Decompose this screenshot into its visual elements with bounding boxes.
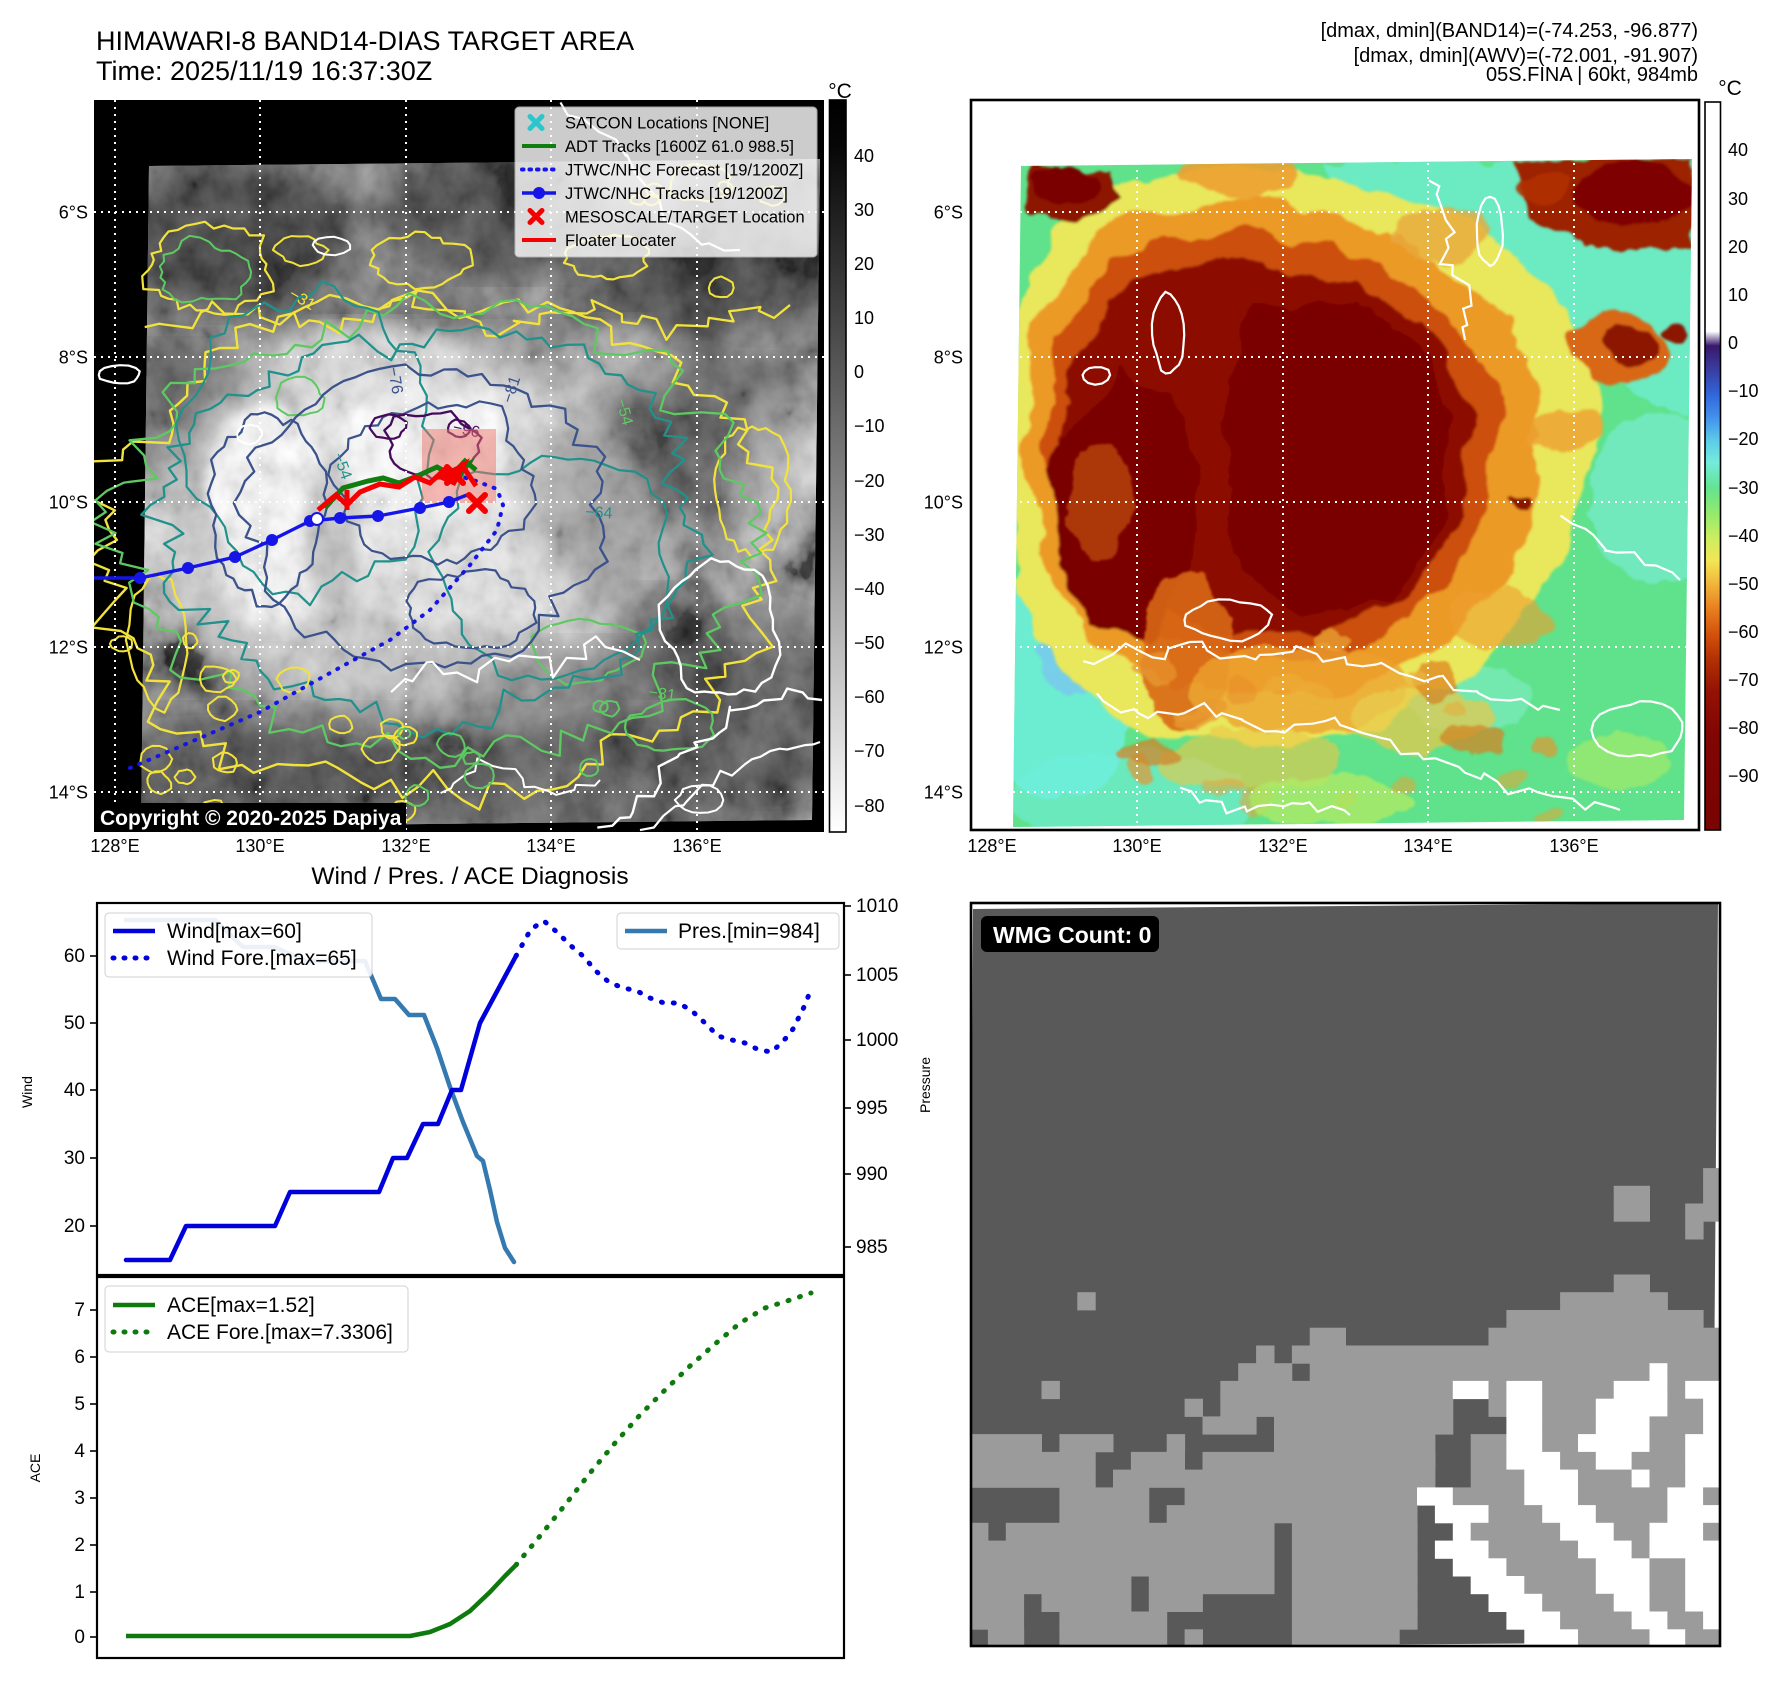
svg-text:60: 60 — [64, 946, 85, 967]
svg-text:°C: °C — [828, 80, 852, 103]
svg-text:−50: −50 — [854, 633, 885, 653]
svg-text:136°E: 136°E — [1549, 836, 1598, 856]
svg-text:40: 40 — [64, 1080, 85, 1101]
svg-text:−54: −54 — [612, 397, 635, 428]
svg-text:6°S: 6°S — [59, 203, 88, 223]
svg-text:−20: −20 — [854, 471, 885, 491]
svg-text:JTWC/NHC Forecast [19/1200Z]: JTWC/NHC Forecast [19/1200Z] — [565, 162, 803, 180]
svg-text:Pres.[min=984]: Pres.[min=984] — [678, 920, 820, 943]
svg-text:136°E: 136°E — [672, 836, 721, 856]
svg-text:ACE[max=1.52]: ACE[max=1.52] — [167, 1294, 315, 1317]
svg-text:6°S: 6°S — [934, 203, 963, 223]
svg-text:MESOSCALE/TARGET Location: MESOSCALE/TARGET Location — [565, 209, 805, 227]
svg-text:0: 0 — [854, 362, 864, 382]
svg-text:12°S: 12°S — [49, 638, 88, 658]
svg-text:20: 20 — [854, 254, 874, 274]
svg-text:50: 50 — [64, 1013, 85, 1034]
svg-text:HIMAWARI-8 BAND14-DIAS TARGET: HIMAWARI-8 BAND14-DIAS TARGET AREA — [96, 26, 634, 56]
svg-text:ADT Tracks [1600Z 61.0 988.5]: ADT Tracks [1600Z 61.0 988.5] — [565, 138, 794, 156]
svg-text:Floater Locater: Floater Locater — [565, 232, 676, 250]
svg-text:ACE Fore.[max=7.3306]: ACE Fore.[max=7.3306] — [167, 1321, 393, 1344]
svg-text:°C: °C — [1718, 77, 1742, 100]
svg-text:−64: −64 — [585, 504, 613, 522]
svg-text:20: 20 — [64, 1216, 85, 1237]
svg-text:−90: −90 — [1728, 766, 1759, 786]
svg-text:−70: −70 — [854, 741, 885, 761]
svg-text:−80: −80 — [1728, 718, 1759, 738]
svg-text:−60: −60 — [1728, 622, 1759, 642]
svg-text:−20: −20 — [1728, 429, 1759, 449]
svg-text:134°E: 134°E — [526, 836, 575, 856]
svg-text:SATCON Locations [NONE]: SATCON Locations [NONE] — [565, 115, 769, 133]
svg-text:128°E: 128°E — [90, 836, 139, 856]
svg-text:134°E: 134°E — [1403, 836, 1452, 856]
svg-text:14°S: 14°S — [924, 783, 963, 803]
svg-text:−50: −50 — [1728, 574, 1759, 594]
svg-text:30: 30 — [1728, 189, 1748, 209]
svg-text:[dmax, dmin](BAND14)=(-74.253,: [dmax, dmin](BAND14)=(-74.253, -96.877) — [1321, 20, 1698, 42]
svg-text:3: 3 — [74, 1488, 85, 1509]
svg-text:Wind: Wind — [19, 1076, 35, 1108]
svg-text:10: 10 — [854, 308, 874, 328]
svg-text:05S.FINA | 60kt, 984mb: 05S.FINA | 60kt, 984mb — [1486, 64, 1698, 86]
svg-text:2: 2 — [74, 1535, 85, 1556]
svg-text:30: 30 — [64, 1148, 85, 1169]
svg-text:8°S: 8°S — [934, 348, 963, 368]
svg-text:990: 990 — [856, 1164, 888, 1185]
svg-text:132°E: 132°E — [1258, 836, 1307, 856]
svg-text:−60: −60 — [854, 687, 885, 707]
svg-text:40: 40 — [854, 146, 874, 166]
svg-text:1010: 1010 — [856, 896, 898, 917]
svg-text:14°S: 14°S — [49, 783, 88, 803]
svg-text:Wind Fore.[max=65]: Wind Fore.[max=65] — [167, 947, 357, 970]
svg-text:12°S: 12°S — [924, 638, 963, 658]
svg-text:132°E: 132°E — [381, 836, 430, 856]
svg-text:0: 0 — [74, 1627, 85, 1648]
svg-text:Pressure: Pressure — [917, 1057, 933, 1113]
svg-text:5: 5 — [74, 1394, 85, 1415]
svg-text:995: 995 — [856, 1098, 888, 1119]
svg-text:7: 7 — [74, 1300, 85, 1321]
svg-text:985: 985 — [856, 1237, 888, 1258]
svg-text:130°E: 130°E — [1112, 836, 1161, 856]
svg-text:1005: 1005 — [856, 965, 898, 986]
svg-text:1000: 1000 — [856, 1030, 898, 1051]
svg-text:4: 4 — [74, 1441, 85, 1462]
svg-text:8°S: 8°S — [59, 348, 88, 368]
svg-text:−80: −80 — [854, 796, 885, 816]
svg-text:128°E: 128°E — [967, 836, 1016, 856]
svg-text:−31: −31 — [647, 684, 676, 705]
svg-text:130°E: 130°E — [235, 836, 284, 856]
svg-text:ACE: ACE — [27, 1454, 43, 1483]
svg-text:WMG Count: 0: WMG Count: 0 — [993, 922, 1151, 948]
svg-text:JTWC/NHC Tracks [19/1200Z]: JTWC/NHC Tracks [19/1200Z] — [565, 185, 788, 203]
svg-text:20: 20 — [1728, 237, 1748, 257]
svg-text:0: 0 — [1728, 333, 1738, 353]
svg-text:Wind[max=60]: Wind[max=60] — [167, 920, 302, 943]
svg-text:Copyright © 2020-2025 Dapiya: Copyright © 2020-2025 Dapiya — [100, 807, 402, 830]
svg-text:10°S: 10°S — [924, 493, 963, 513]
svg-text:−70: −70 — [1728, 670, 1759, 690]
svg-text:−40: −40 — [854, 579, 885, 599]
svg-text:[dmax, dmin](AWV)=(-72.001, -9: [dmax, dmin](AWV)=(-72.001, -91.907) — [1354, 45, 1698, 67]
svg-text:10: 10 — [1728, 285, 1748, 305]
svg-text:−10: −10 — [854, 416, 885, 436]
svg-text:Wind / Pres. / ACE Diagnosis: Wind / Pres. / ACE Diagnosis — [311, 863, 628, 890]
svg-text:10°S: 10°S — [49, 493, 88, 513]
svg-text:−76: −76 — [384, 366, 405, 396]
svg-text:40: 40 — [1728, 140, 1748, 160]
svg-text:6: 6 — [74, 1347, 85, 1368]
svg-text:−40: −40 — [1728, 526, 1759, 546]
svg-text:−10: −10 — [1728, 381, 1759, 401]
svg-text:−30: −30 — [854, 525, 885, 545]
svg-text:1: 1 — [74, 1582, 85, 1603]
svg-text:−30: −30 — [1728, 478, 1759, 498]
svg-text:30: 30 — [854, 200, 874, 220]
svg-text:Time: 2025/11/19 16:37:30Z: Time: 2025/11/19 16:37:30Z — [96, 56, 432, 86]
